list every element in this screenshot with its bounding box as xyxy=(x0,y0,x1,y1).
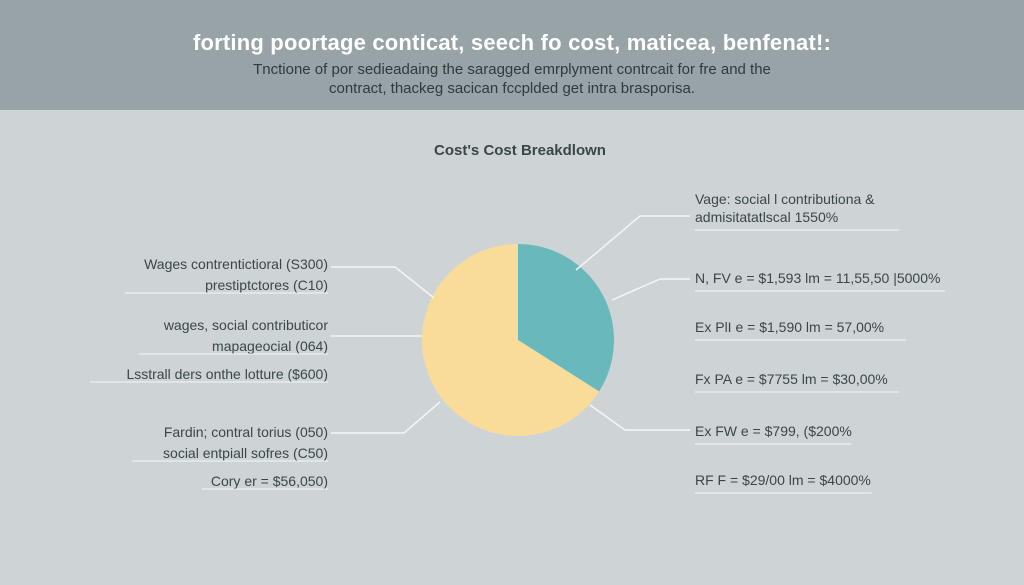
pie-slice-1 xyxy=(518,244,615,392)
left-annotation-2-line-1: wages, social contributicor xyxy=(163,317,329,333)
left-annotation-5-line-1: Cory er = $56,050) xyxy=(211,473,328,489)
right-annotation-6-line-1: RF F = $29/00 lm = $4000% xyxy=(695,472,871,488)
right-annotation-1-line-2: admisitatatlscal 1550% xyxy=(695,209,838,225)
page-title: forting poortage conticat, seech fo cost… xyxy=(192,30,832,55)
subtitle-line-2: contract, thackeg sacican fccplded get i… xyxy=(328,80,696,97)
right-annotation-3-line-1: Ex PlI e = $1,590 lm = 57,00% xyxy=(695,319,884,335)
leader-line-1 xyxy=(331,266,435,299)
leader-line-4 xyxy=(575,215,690,271)
left-annotation-2-line-2: mapageocial (064) xyxy=(212,338,328,354)
pie-slice-2 xyxy=(422,244,600,437)
left-annotation-1-line-2: prestiptctores (C10) xyxy=(205,277,328,293)
left-annotation-1-line-1: Wages contrentictioral (S300) xyxy=(144,256,328,272)
right-annotation-1-line-1: Vage: social l contributiona & xyxy=(695,191,875,207)
left-annotation-4-line-1: Fardin; contral torius (050) xyxy=(164,424,328,440)
chart-title: Cost's Cost Breakdlown xyxy=(434,142,606,159)
right-annotation-5-line-1: Ex FW e = $799, ($200% xyxy=(695,423,852,439)
leader-line-3 xyxy=(331,401,441,434)
leader-line-6 xyxy=(589,404,690,431)
header-banner: forting poortage conticat, seech fo cost… xyxy=(0,0,1024,110)
page-subtitle: Tnctione of por sedieadaing the saragged… xyxy=(0,60,1024,98)
left-annotation-3-line-1: Lsstrall ders onthe lotture ($600) xyxy=(126,366,328,382)
leader-line-5 xyxy=(611,278,690,301)
right-annotation-2-line-1: N, FV e = $1,593 lm = 11,55,50 |5000% xyxy=(695,270,940,286)
left-annotation-4-line-2: social entpiall sofres (C50) xyxy=(163,445,328,461)
right-annotation-4-line-1: Fx PA e = $7755 lm = $30,00% xyxy=(695,371,888,387)
subtitle-line-1: Tnctione of por sedieadaing the saragged… xyxy=(253,61,771,78)
